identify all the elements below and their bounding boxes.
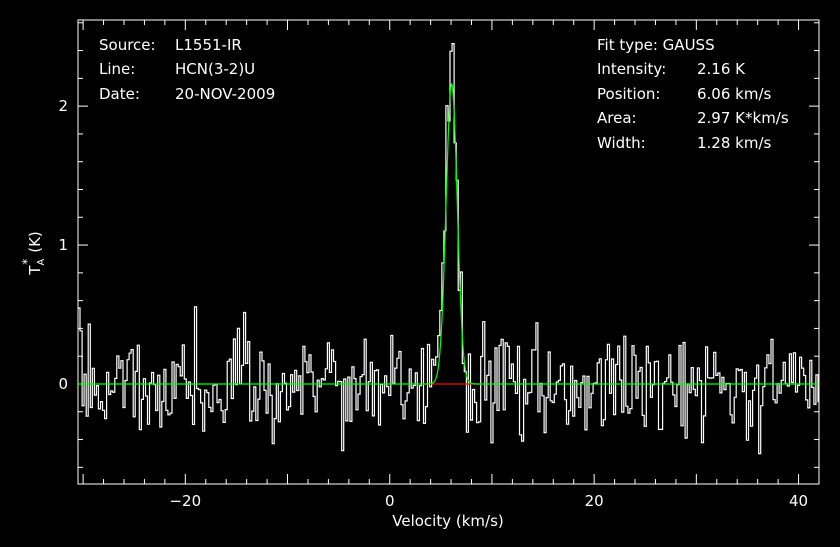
spectrum-histogram <box>78 43 819 455</box>
area-value: 2.97 K*km/s <box>697 109 789 127</box>
intensity-label: Intensity: <box>597 60 667 78</box>
position-label: Position: <box>597 85 661 103</box>
date-label: Date: <box>99 85 140 103</box>
line-value: HCN(3-2)U <box>175 60 256 78</box>
intensity-value: 2.16 K <box>697 60 746 78</box>
x-tick-label: 0 <box>385 492 395 510</box>
x-axis-label: Velocity (km/s) <box>392 512 503 530</box>
gaussian-fit-line <box>78 82 819 385</box>
svg-text:TA*(K): TA*(K) <box>20 231 47 276</box>
x-tick-label: 20 <box>585 492 604 510</box>
y-tick-label: 0 <box>58 375 68 393</box>
position-value: 6.06 km/s <box>697 85 772 103</box>
width-label: Width: <box>597 134 646 152</box>
line-label: Line: <box>99 60 136 78</box>
fit-type: Fit type: GAUSS <box>597 36 715 54</box>
width-value: 1.28 km/s <box>697 134 772 152</box>
source-value: L1551-IR <box>175 36 242 54</box>
plot-frame <box>77 19 820 485</box>
area-label: Area: <box>597 109 637 127</box>
y-axis-label: TA*(K) <box>20 231 47 276</box>
x-tick-label: 40 <box>789 492 808 510</box>
x-tick-label: −20 <box>169 492 201 510</box>
date-value: 20-NOV-2009 <box>175 85 276 103</box>
y-tick-label: 1 <box>58 236 68 254</box>
source-label: Source: <box>99 36 156 54</box>
y-tick-label: 2 <box>58 97 68 115</box>
